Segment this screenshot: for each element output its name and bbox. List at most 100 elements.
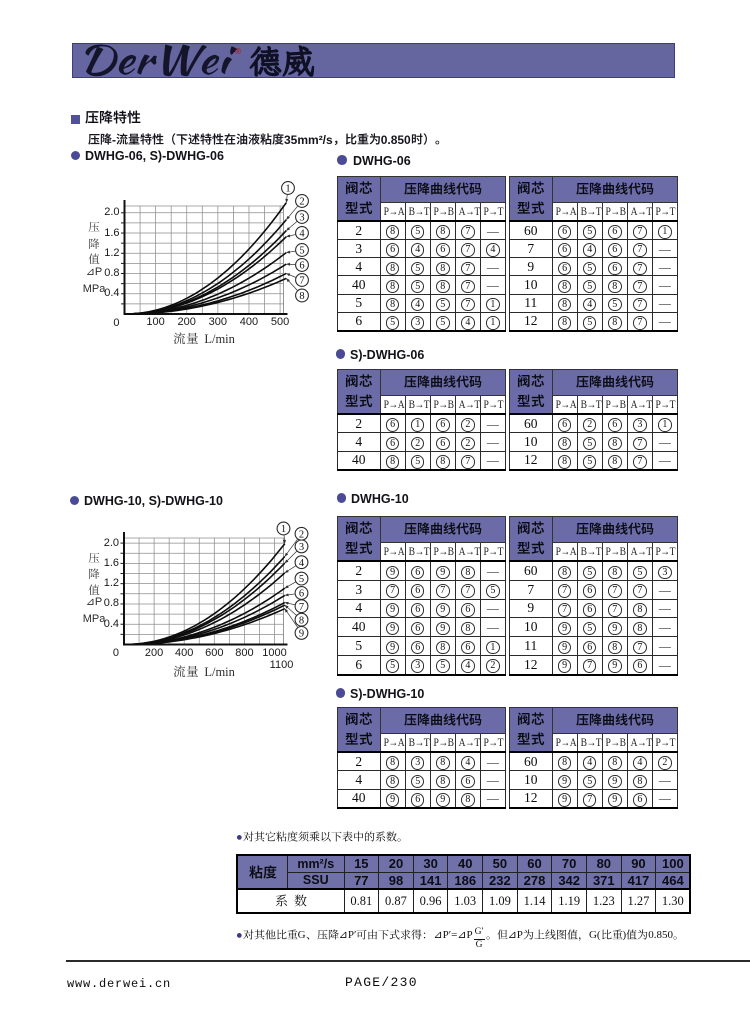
coefficient-value: 1.30 <box>655 888 691 914</box>
valve-model-cell: 10 <box>509 770 553 790</box>
coefficient-value: 1.14 <box>516 888 553 914</box>
cjk-glyph <box>443 182 456 195</box>
curve-code-badge: 5 <box>582 774 597 789</box>
curve-code-badge: 5 <box>608 297 622 312</box>
footer-website: www.derwei.cn <box>67 977 172 991</box>
cjk-glyph <box>517 732 531 745</box>
ssu-value: 342 <box>551 871 587 890</box>
cjk-glyph <box>172 133 176 146</box>
table-row: 9 7 6 7 8— <box>509 598 679 619</box>
valve-code-table-half: P→A B→T P→B A→T P→T 2 8 3 8 4—4 8 5 8 6—40 9 6 9 8— <box>337 707 507 809</box>
curve-code-badge: 3 <box>410 316 425 330</box>
curve-code-badge: 9 <box>557 659 572 673</box>
curve-code-cell: 6 <box>601 239 628 259</box>
flow-path-header: P→B <box>429 201 456 222</box>
curve-code-cell: 8 <box>429 450 456 471</box>
curve-code-cell: 6 <box>379 239 406 259</box>
coefficient-value: 1.23 <box>585 888 622 914</box>
cjk-glyph <box>173 332 186 345</box>
cjk-glyph <box>417 713 430 726</box>
bullet-icon <box>335 349 345 359</box>
valve-model-header <box>509 707 553 753</box>
chart-label: MPa <box>82 613 106 625</box>
curve-code-cell: 6 <box>626 654 653 676</box>
valve-model-header-line <box>517 181 544 196</box>
coefficient-value: 1.09 <box>482 888 518 914</box>
curve-code-cell: 8 <box>379 275 406 295</box>
curve-code-cell: 7 <box>454 579 481 600</box>
cjk-glyph <box>531 541 544 554</box>
unit-ssu-header: SSU <box>287 871 345 890</box>
table-row: 60 6 2 6 3 1 <box>509 413 679 434</box>
curve-code-badge: 7 <box>385 584 400 598</box>
curve-code-badge: 6 <box>557 418 572 432</box>
curve-code-cell: 6 <box>576 579 603 600</box>
curve-number-circle <box>294 555 309 570</box>
chart-label: L/min <box>173 665 235 680</box>
cjk-glyph <box>567 929 578 940</box>
curve-code-badge: 6 <box>557 243 572 257</box>
curve-code-badge: 5 <box>436 316 450 330</box>
valve-model-cell: 5 <box>337 293 381 313</box>
chart-label: 400 <box>239 316 259 328</box>
bullet-icon: ● <box>236 929 243 942</box>
valve-model-cell: 11 <box>509 636 553 656</box>
cjk-glyph <box>321 831 331 842</box>
cjk-glyph <box>615 182 628 195</box>
curve-code-badge: 9 <box>608 774 622 789</box>
curve-number-circle <box>295 226 309 240</box>
valve-model-header <box>337 176 381 222</box>
curve-code-cell: — <box>651 788 679 809</box>
valve-model-cell: 9 <box>509 598 553 619</box>
curve-code-badge: 9 <box>436 793 450 807</box>
curve-code-cell: 6 <box>404 560 431 581</box>
viscosity-value: 40 <box>447 854 484 873</box>
curve-code-cell: 8 <box>601 751 628 772</box>
cjk-glyph <box>359 201 372 214</box>
curve-code-cell: — <box>479 770 507 790</box>
curve-code-cell: 8 <box>551 311 578 332</box>
no-code-dash: — <box>658 582 671 597</box>
curve-code-badge: 7 <box>633 455 647 469</box>
no-code-dash: — <box>486 416 499 431</box>
curve-code-cell: — <box>479 617 507 637</box>
curve-code-badge: 8 <box>633 774 647 789</box>
curve-code-badge: 7 <box>633 297 647 312</box>
viscosity-table: mm²/s 15 20 30 40 50 60 70 80 90 100 SSU 77 98 141 186 2… <box>236 854 692 914</box>
curve-code-cell: 6 <box>404 636 431 656</box>
curve-number-circle <box>281 181 295 195</box>
cjk-glyph <box>518 712 530 726</box>
cjk-glyph <box>359 181 372 194</box>
curve-code-cell: — <box>479 257 507 277</box>
valve-model-header <box>509 176 553 222</box>
curve-code-cell: 9 <box>379 598 406 619</box>
curve-code-badge: 6 <box>436 436 450 451</box>
valve-code-table-half: P→A B→T P→B A→T P→T 2 8 5 8 7—3 6 4 6 7 4 4 8 5 8 7—40 8 5 8 7—… <box>337 176 507 332</box>
curve-code-cell: 7 <box>454 275 481 295</box>
flow-path-header: A→T <box>454 201 481 222</box>
valve-model-cell: 60 <box>509 751 553 772</box>
flow-path-header: P→B <box>429 541 456 562</box>
valve-model-cell: 40 <box>337 617 381 637</box>
curve-code-badge: 5 <box>410 225 425 239</box>
cjk-glyph <box>242 929 254 940</box>
no-code-dash: — <box>486 278 499 293</box>
cjk-glyph <box>364 831 375 842</box>
curve-code-badge: 7 <box>608 603 622 617</box>
cjk-glyph <box>176 134 188 146</box>
curve-code-cell: 8 <box>551 751 578 772</box>
curve-code-badge: 2 <box>461 418 475 432</box>
curve-code-cell: 6 <box>379 413 406 434</box>
curve-code-badge: 9 <box>385 793 400 807</box>
no-code-dash: — <box>486 453 499 468</box>
cjk-glyph <box>173 665 186 678</box>
viscosity-value: 30 <box>412 854 449 873</box>
curve-code-cell: — <box>651 450 679 471</box>
curve-code-badge: 6 <box>557 261 572 275</box>
curve-code-cell: 5 <box>601 293 628 313</box>
curve-code-badge: 8 <box>436 279 450 294</box>
cjk-glyph <box>249 46 282 77</box>
chart-label: 0.4 <box>103 617 119 630</box>
curve-code-badge: 6 <box>633 659 647 673</box>
curve-code-cell: 9 <box>379 560 406 581</box>
